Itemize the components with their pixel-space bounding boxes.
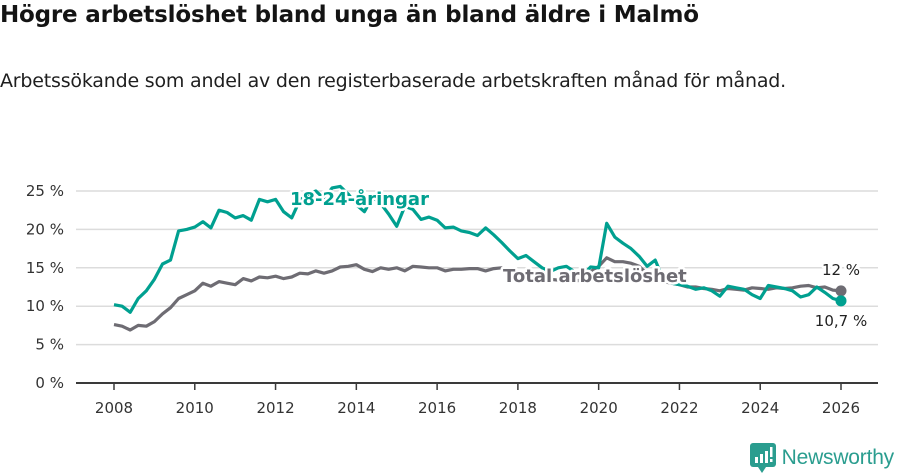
bar-chart-speech-bubble-icon bbox=[749, 443, 776, 473]
y-tick-label: 20 % bbox=[26, 220, 64, 238]
newsworthy-logo: Newsworthy bbox=[749, 443, 895, 473]
x-tick-label: 2024 bbox=[741, 399, 779, 417]
y-tick-label: 10 % bbox=[26, 297, 64, 315]
x-tick-label: 2014 bbox=[337, 399, 375, 417]
y-tick-label: 25 % bbox=[26, 182, 64, 200]
chart-subtitle: Arbetssökande som andel av den registerb… bbox=[0, 70, 786, 92]
x-tick-label: 2016 bbox=[418, 399, 456, 417]
series-lines bbox=[113, 184, 847, 332]
series-label-total: Total arbetslöshet bbox=[503, 266, 687, 287]
y-axis: 0 % 5 % 10 % 15 % 20 % 25 % bbox=[26, 182, 64, 392]
x-tick-label: 2010 bbox=[176, 399, 214, 417]
y-tick-label: 15 % bbox=[26, 259, 64, 277]
x-tick-label: 2018 bbox=[499, 399, 537, 417]
end-value-young-halo: 10,7 % bbox=[815, 312, 867, 330]
y-tick-label: 0 % bbox=[35, 374, 64, 392]
brand-name: Newsworthy bbox=[781, 446, 895, 469]
x-axis: 2008 2010 2012 2014 2016 2018 2020 2022 2024 2026 bbox=[76, 382, 878, 417]
end-point-marker bbox=[835, 295, 847, 307]
series-label-young-halo: 18-24-åringar bbox=[290, 188, 429, 210]
chart-title: Högre arbetslöshet bland unga än bland ä… bbox=[0, 2, 699, 28]
x-tick-label: 2008 bbox=[95, 399, 133, 417]
series-line-young bbox=[113, 184, 842, 314]
gridlines bbox=[76, 190, 878, 346]
end-value-young: 10,7 % bbox=[815, 312, 867, 330]
x-tick-label: 2026 bbox=[822, 399, 860, 417]
y-tick-label: 5 % bbox=[35, 336, 64, 354]
end-value-total: 12 % bbox=[822, 261, 860, 279]
end-point-marker bbox=[835, 285, 847, 297]
x-tick-label: 2022 bbox=[660, 399, 698, 417]
series-label-young: 18-24-åringar bbox=[290, 188, 429, 210]
series-line-total bbox=[113, 256, 842, 332]
x-tick-label: 2020 bbox=[580, 399, 618, 417]
series-label-total-halo: Total arbetslöshet bbox=[503, 266, 687, 287]
end-value-total-halo: 12 % bbox=[822, 261, 860, 279]
x-tick-label: 2012 bbox=[256, 399, 294, 417]
